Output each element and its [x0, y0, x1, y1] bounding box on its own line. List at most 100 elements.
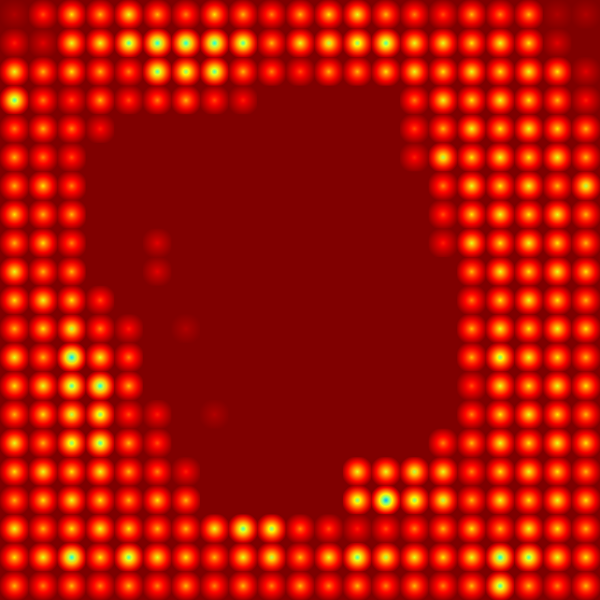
heatmap-cell	[0, 400, 29, 429]
heatmap-cell	[0, 0, 29, 29]
heatmap-cell	[314, 257, 343, 286]
heatmap-cell	[57, 457, 86, 486]
heatmap-cell	[343, 200, 372, 229]
heatmap-cell	[371, 314, 400, 343]
heatmap-cell	[286, 286, 315, 315]
heatmap-cell	[57, 286, 86, 315]
heatmap-cell	[429, 486, 458, 515]
heatmap-cell	[86, 457, 115, 486]
heatmap-cell	[86, 29, 115, 58]
heatmap-cell	[571, 343, 600, 372]
heatmap-cell	[514, 114, 543, 143]
heatmap-cell	[114, 29, 143, 58]
heatmap-cell	[171, 286, 200, 315]
heatmap-cell	[429, 0, 458, 29]
heatmap-cell	[371, 114, 400, 143]
heatmap-cell	[257, 371, 286, 400]
heatmap-cell	[371, 343, 400, 372]
heatmap-cell	[86, 286, 115, 315]
heatmap-cell	[314, 343, 343, 372]
heatmap-cell	[200, 0, 229, 29]
heatmap-cell	[400, 314, 429, 343]
heatmap-cell	[143, 343, 172, 372]
heatmap-cell	[57, 143, 86, 172]
heatmap-cell	[171, 457, 200, 486]
heatmap-cell	[257, 400, 286, 429]
heatmap-cell	[571, 514, 600, 543]
heatmap-cell	[400, 343, 429, 372]
heatmap-cell	[229, 229, 258, 258]
heatmap-cell	[143, 543, 172, 572]
heatmap-cell	[257, 429, 286, 458]
heatmap-cell	[543, 86, 572, 115]
heatmap-cell	[486, 200, 515, 229]
heatmap-cell	[457, 400, 486, 429]
heatmap-cell	[343, 571, 372, 600]
heatmap-cell	[57, 57, 86, 86]
heatmap-cell	[543, 429, 572, 458]
heatmap-cell	[86, 229, 115, 258]
heatmap-cell	[143, 429, 172, 458]
heatmap-cell	[400, 29, 429, 58]
heatmap-cell	[343, 429, 372, 458]
heatmap-cell	[314, 114, 343, 143]
heatmap-cell	[200, 400, 229, 429]
heatmap-cell	[286, 514, 315, 543]
heatmap-cell	[343, 57, 372, 86]
heatmap-cell	[400, 171, 429, 200]
heatmap-cell	[143, 286, 172, 315]
heatmap-cell	[0, 543, 29, 572]
heatmap-cell	[143, 171, 172, 200]
heatmap-cell	[371, 171, 400, 200]
heatmap-cell	[543, 57, 572, 86]
heatmap-cell	[114, 429, 143, 458]
heatmap-cell	[114, 143, 143, 172]
heatmap-cell	[514, 57, 543, 86]
heatmap-cell	[571, 171, 600, 200]
heatmap-cell	[200, 371, 229, 400]
heatmap-cell	[29, 57, 58, 86]
heatmap-cell	[229, 143, 258, 172]
heatmap-cell	[400, 543, 429, 572]
heatmap-cell	[343, 314, 372, 343]
heatmap-cell	[114, 171, 143, 200]
heatmap-cell	[514, 29, 543, 58]
heatmap-cell	[171, 486, 200, 515]
heatmap-cell	[143, 143, 172, 172]
heatmap-cell	[543, 0, 572, 29]
heatmap-cell	[457, 314, 486, 343]
heatmap-cell	[57, 114, 86, 143]
heatmap-cell	[229, 57, 258, 86]
heatmap-cell	[229, 400, 258, 429]
heatmap-cell	[457, 200, 486, 229]
heatmap-cell	[229, 429, 258, 458]
heatmap-cell	[229, 0, 258, 29]
heatmap-cell	[343, 543, 372, 572]
heatmap-cell	[571, 543, 600, 572]
heatmap-cell	[343, 29, 372, 58]
heatmap-cell	[314, 29, 343, 58]
heatmap-cell	[514, 543, 543, 572]
heatmap-cell	[0, 286, 29, 315]
heatmap-cell	[486, 457, 515, 486]
heatmap-cell	[86, 57, 115, 86]
heatmap-cell	[457, 429, 486, 458]
heatmap-cell	[314, 314, 343, 343]
heatmap-cell	[486, 571, 515, 600]
heatmap-cell	[114, 514, 143, 543]
heatmap-cell	[286, 29, 315, 58]
heatmap-cell	[286, 229, 315, 258]
heatmap-cell	[400, 371, 429, 400]
heatmap-cell	[429, 229, 458, 258]
heatmap-cell	[343, 229, 372, 258]
heatmap-cell	[371, 143, 400, 172]
heatmap-cell	[57, 229, 86, 258]
heatmap-cell	[457, 57, 486, 86]
heatmap-cell	[286, 314, 315, 343]
heatmap-cell	[486, 114, 515, 143]
heatmap-cell	[343, 286, 372, 315]
heatmap-cell	[486, 286, 515, 315]
heatmap-cell	[229, 343, 258, 372]
heatmap-cell	[429, 400, 458, 429]
heatmap-cell	[29, 514, 58, 543]
